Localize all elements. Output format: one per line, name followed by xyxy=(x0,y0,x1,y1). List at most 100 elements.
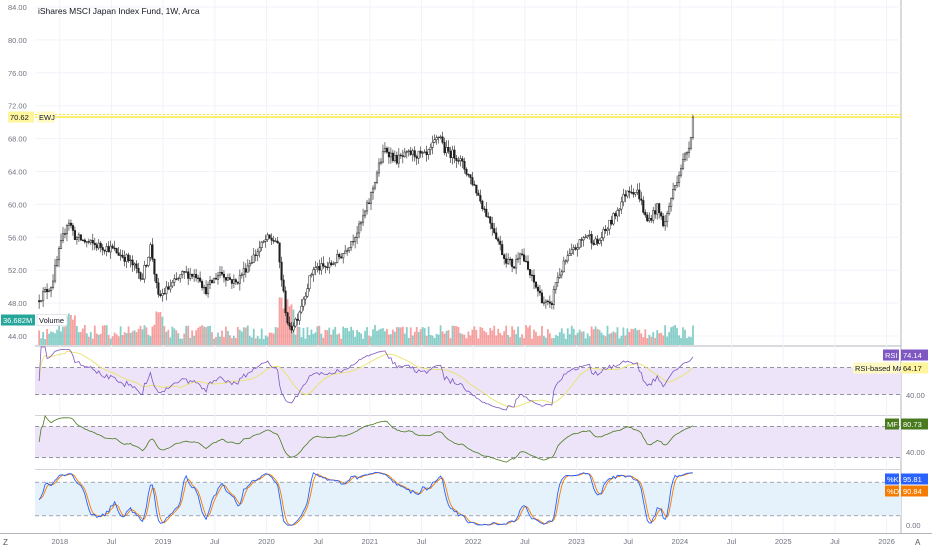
series-name-label: EWJ xyxy=(39,113,55,122)
candle-body xyxy=(674,184,677,190)
candle-body xyxy=(582,237,585,241)
candle-body xyxy=(57,248,61,261)
candle-body xyxy=(447,147,450,152)
candle-body xyxy=(652,210,655,221)
volume-bar xyxy=(399,327,402,345)
candle-body xyxy=(425,151,428,156)
volume-bar xyxy=(338,333,341,345)
volume-bar xyxy=(328,327,331,345)
volume-bar xyxy=(584,338,587,345)
candle-body xyxy=(600,237,603,241)
candle-body xyxy=(560,271,563,276)
candle-body xyxy=(683,153,687,160)
volume-bar xyxy=(644,329,647,345)
volume-bar xyxy=(469,335,472,345)
candle-body xyxy=(296,318,299,321)
volume-bar xyxy=(262,338,265,345)
volume-bar xyxy=(541,326,543,345)
volume-bar xyxy=(477,338,480,345)
candle-body xyxy=(77,234,80,238)
rsi-ma-last-value-bg xyxy=(901,362,928,374)
volume-bar xyxy=(493,325,496,345)
candle-body xyxy=(654,210,657,215)
time-tick-label: Jul xyxy=(210,537,220,546)
candle-body xyxy=(453,149,456,159)
candle-body xyxy=(534,281,538,288)
volume-bar xyxy=(562,333,565,345)
stoch-k-line xyxy=(38,471,694,526)
candle-body xyxy=(326,266,329,269)
price-tick-label: 68.00 xyxy=(8,135,27,144)
candle-body xyxy=(93,242,96,245)
auto-scale-button[interactable]: A xyxy=(915,538,921,547)
candle-body xyxy=(668,206,671,214)
candle-body xyxy=(544,300,547,303)
volume-bar xyxy=(185,325,188,345)
candle-body xyxy=(302,298,305,307)
volume-bar xyxy=(570,325,573,345)
volume-bar xyxy=(42,332,45,345)
candle-body xyxy=(48,290,51,293)
candle-body xyxy=(672,189,675,199)
candle-body xyxy=(83,239,86,243)
candle-body xyxy=(399,154,402,157)
candle-body xyxy=(638,189,641,200)
volume-bar xyxy=(264,335,267,345)
volume-bar xyxy=(318,325,321,345)
volume-bar xyxy=(395,327,398,345)
volume-bar xyxy=(197,327,200,345)
candle-body xyxy=(670,198,673,207)
volume-bar xyxy=(252,328,255,345)
candle-body xyxy=(155,273,158,283)
candle-body xyxy=(580,239,583,241)
candle-body xyxy=(179,274,182,279)
candle-body xyxy=(69,222,72,226)
volume-bar xyxy=(97,334,100,345)
candle-body xyxy=(403,151,406,157)
candle-body xyxy=(367,202,371,204)
volume-bar xyxy=(564,338,567,345)
volume-bar xyxy=(250,337,253,345)
volume-bar xyxy=(296,326,299,345)
candle-body xyxy=(250,262,253,264)
scale-mode-button[interactable]: Z xyxy=(3,538,8,547)
volume-bar xyxy=(481,327,484,345)
volume-bar xyxy=(193,335,196,345)
candle-body xyxy=(491,222,494,229)
price-axis: 84.00 80.00 76.00 72.00 68.00 64.00 60.00 56.00… xyxy=(8,3,925,530)
volume-bar xyxy=(459,333,462,345)
volume-bar xyxy=(165,331,168,345)
volume-bar xyxy=(356,329,359,345)
volume-bar xyxy=(135,331,138,345)
candle-body xyxy=(596,238,599,244)
volume-bar xyxy=(397,327,400,345)
volume-bar xyxy=(521,334,523,345)
volume-bar xyxy=(495,335,498,345)
volume-bar xyxy=(425,335,428,345)
candle-body xyxy=(417,150,420,159)
candle-body xyxy=(564,260,567,262)
volume-bar xyxy=(280,297,283,345)
candle-body xyxy=(38,300,41,303)
volume-bar xyxy=(103,325,106,345)
candle-body xyxy=(203,286,206,289)
volume-bar xyxy=(370,336,372,345)
volume-bar xyxy=(590,326,593,345)
volume-bar xyxy=(443,333,446,345)
volume-bar xyxy=(93,325,96,345)
volume-bar xyxy=(421,327,424,345)
candle-body xyxy=(689,137,693,149)
volume-bar xyxy=(431,335,434,345)
candle-body xyxy=(524,260,528,263)
volume-bar xyxy=(668,332,671,345)
candle-body xyxy=(542,302,545,304)
candle-body xyxy=(65,225,69,235)
indicator-tick-label: 0.00 xyxy=(906,521,921,530)
candle-body xyxy=(451,149,454,158)
candle-body xyxy=(298,311,301,321)
candle-body xyxy=(485,208,488,217)
volume-bar xyxy=(340,338,343,345)
candle-body xyxy=(145,265,148,267)
candle-body xyxy=(280,261,283,281)
